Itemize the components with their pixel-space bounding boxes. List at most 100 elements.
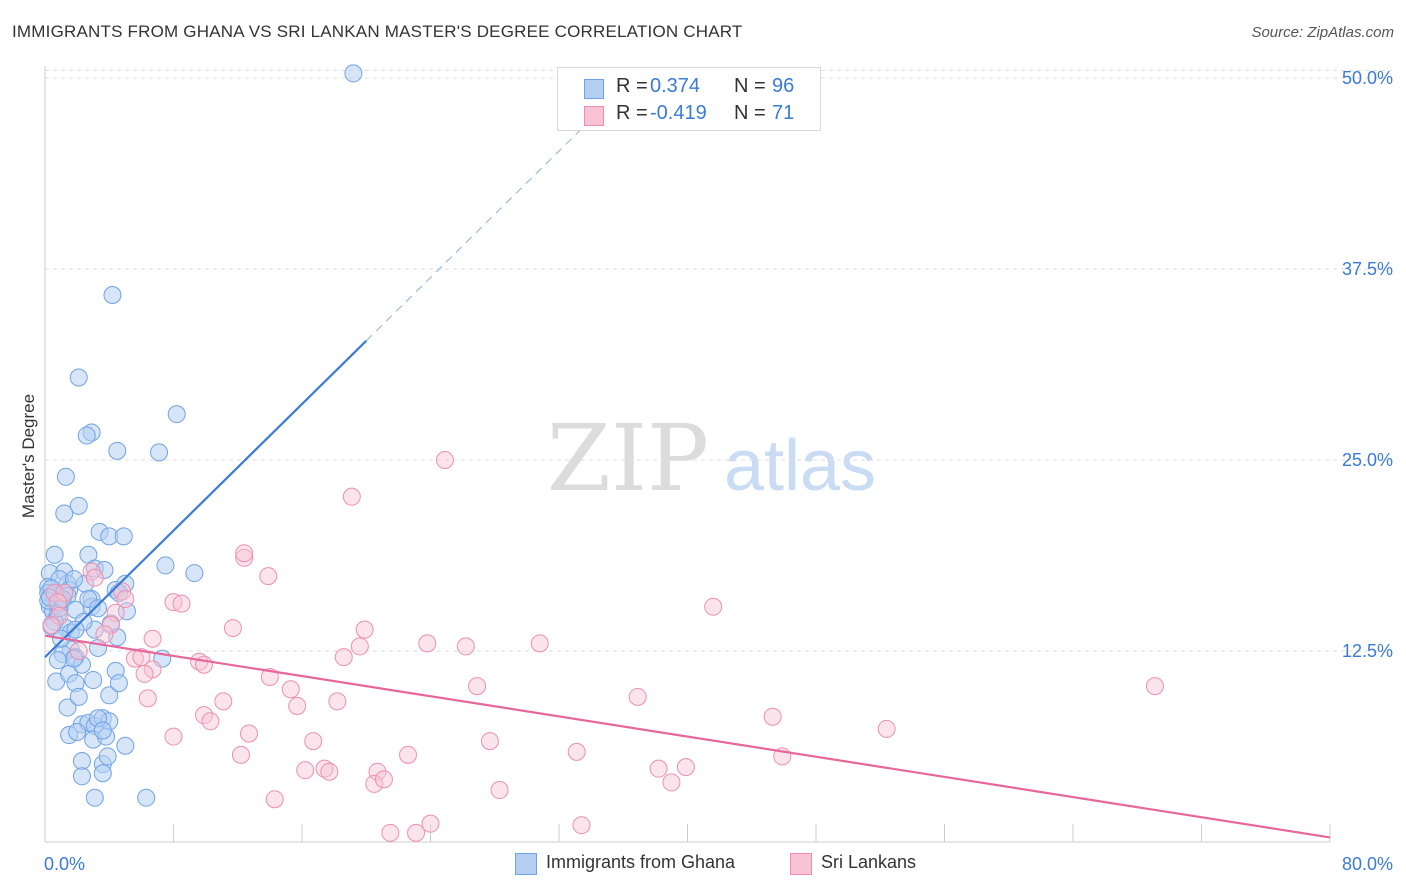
y-tick-label: 37.5% — [1342, 259, 1393, 279]
watermark: ZIP atlas — [547, 405, 876, 512]
srilankan-point — [69, 642, 88, 660]
srilankan-point — [877, 719, 896, 738]
srilankan-point — [530, 634, 549, 653]
ghana-point — [103, 285, 122, 304]
srilankan-point — [288, 697, 307, 716]
srilankan-point — [407, 823, 426, 842]
srilankan-point — [418, 634, 437, 653]
ghana-point — [116, 736, 135, 755]
srilankan-point — [164, 727, 183, 746]
srilankan-point — [143, 629, 162, 648]
srilankan-point — [334, 648, 353, 667]
ghana-point — [150, 443, 169, 462]
srilankan-point — [399, 745, 418, 764]
ghana-point — [114, 527, 133, 546]
srilankan-point — [572, 816, 591, 835]
watermark-atlas: atlas — [724, 426, 876, 506]
ghana-point — [55, 504, 74, 523]
srilankan-point — [116, 590, 135, 609]
srilankan-point — [320, 762, 339, 781]
srilankan-point — [315, 759, 334, 778]
srilankan-point — [628, 687, 647, 706]
srilankan-point — [480, 732, 499, 751]
legend-n-label: N = — [734, 75, 766, 97]
srilankan-point — [172, 594, 191, 613]
series-srilankan-points — [42, 451, 1164, 842]
legend-row-srilankan: R = -0.419 N = 71 — [558, 102, 818, 128]
srilankan-point — [304, 732, 323, 751]
ghana-point — [185, 564, 204, 583]
legend-r-label: R = — [616, 75, 648, 97]
srilankan-point — [421, 814, 440, 833]
y-tick-label: 12.5% — [1342, 641, 1393, 661]
srilankan-point — [374, 770, 393, 789]
srilankan-point — [259, 567, 278, 586]
srilankan-point — [85, 568, 104, 587]
ghana-point — [69, 687, 88, 706]
ghana-point — [93, 764, 112, 783]
axes — [44, 66, 1331, 843]
bottom-legend-swatch-ghana — [515, 853, 537, 875]
ghana-point — [344, 64, 363, 83]
trend-line-solid — [44, 634, 1331, 839]
ghana-point — [108, 441, 127, 460]
srilankan-point — [763, 707, 782, 726]
srilankan-point — [135, 664, 154, 683]
ghana-point — [58, 698, 77, 717]
srilankan-point — [342, 487, 361, 506]
srilankan-point — [649, 759, 668, 778]
srilankan-point — [138, 689, 157, 708]
series-ghana-points — [39, 64, 363, 807]
trend-lines — [44, 103, 1331, 839]
ghana-point — [72, 767, 91, 786]
legend-n-value: 96 — [772, 75, 795, 97]
srilankan-point — [231, 745, 250, 764]
ghana-point — [84, 671, 103, 690]
legend-row-ghana: R = 0.374 N = 96 — [558, 75, 818, 101]
ghana-point — [95, 561, 114, 580]
legend-n-value: 71 — [772, 102, 795, 124]
ghana-point — [156, 556, 175, 575]
y-tick-label: 50.0% — [1342, 68, 1393, 88]
ghana-point — [68, 722, 87, 741]
srilankan-point — [328, 692, 347, 711]
ghana-point — [69, 496, 88, 515]
ghana-point — [167, 405, 186, 424]
srilankan-point — [296, 761, 315, 780]
bottom-legend-label-ghana: Immigrants from Ghana — [546, 852, 736, 872]
correlation-legend: R = 0.374 N = 96 R = -0.419 N = 71 — [557, 67, 821, 131]
srilankan-point — [214, 692, 233, 711]
srilankan-point — [235, 548, 254, 567]
ghana-point — [137, 788, 156, 807]
srilankan-point — [381, 823, 400, 842]
ghana-point — [45, 545, 64, 564]
ghana-point — [66, 620, 85, 639]
legend-n-label: N = — [734, 102, 766, 124]
srilankan-point — [435, 451, 454, 469]
legend-swatch-srilankan — [584, 106, 604, 126]
srilankan-point — [101, 616, 120, 635]
srilankan-point — [106, 603, 125, 622]
legend-r-value: -0.419 — [650, 102, 707, 124]
srilankan-point — [490, 781, 509, 800]
ghana-point — [77, 426, 96, 445]
ghana-point — [85, 788, 104, 807]
srilankan-point — [676, 758, 695, 777]
ghana-point — [48, 651, 67, 670]
trend-line-dashed — [365, 103, 608, 342]
ghana-point — [109, 674, 128, 693]
ghana-point — [72, 752, 91, 771]
srilankan-point — [350, 637, 369, 656]
srilankan-point — [265, 790, 284, 809]
trend-line-solid — [44, 340, 368, 658]
x-tick-label: 0.0% — [44, 854, 85, 874]
srilankan-point — [42, 616, 61, 635]
x-tick-labels: 0.0% 80.0% — [44, 854, 1393, 874]
srilankan-point — [468, 677, 487, 696]
srilankan-point — [95, 625, 114, 644]
bottom-legend-label-srilankan: Sri Lankans — [821, 852, 917, 872]
srilankan-point — [365, 774, 384, 793]
srilankan-point — [662, 773, 681, 792]
srilankan-point — [239, 724, 258, 743]
